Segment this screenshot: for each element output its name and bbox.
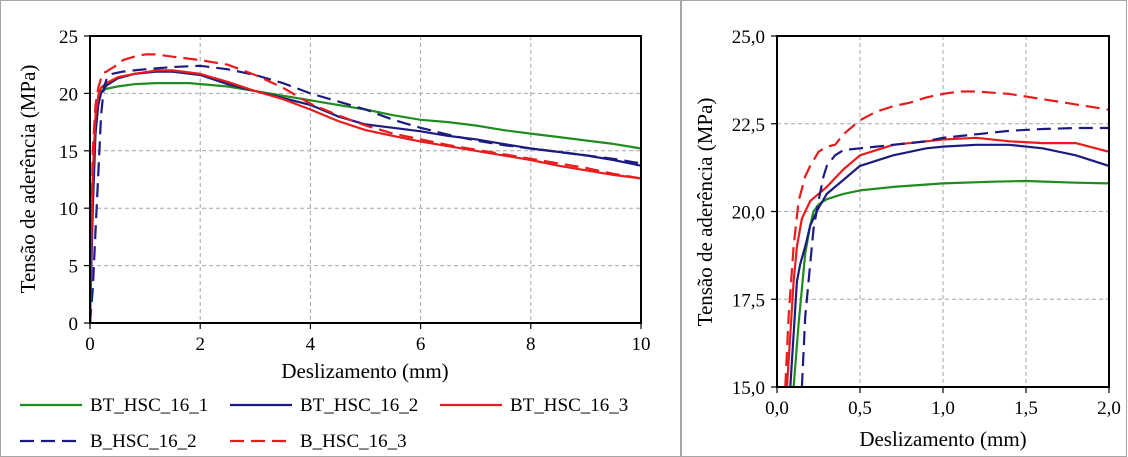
series-line-bt-hsc-16-1 bbox=[792, 179, 1109, 387]
x-tick-label: 0,5 bbox=[848, 398, 872, 419]
series-line-bt-hsc-16-1 bbox=[90, 82, 641, 323]
series-line-bt-hsc-16-3 bbox=[90, 69, 641, 323]
y-axis-label: Tensão de aderência (MPa) bbox=[693, 98, 717, 327]
x-axis-label: Deslizamento (mm) bbox=[859, 427, 1026, 451]
legend-label: B_HSC_16_3 bbox=[300, 431, 407, 452]
x-axis-label: Deslizamento (mm) bbox=[281, 359, 448, 383]
y-tick-label: 17,5 bbox=[732, 290, 765, 311]
legend-label: B_HSC_16_2 bbox=[90, 431, 197, 452]
x-tick-label: 1,5 bbox=[1014, 398, 1038, 419]
x-tick-label: 8 bbox=[526, 334, 536, 355]
legend: BT_HSC_16_1 BT_HSC_16_2 BT_HSC_16_3 B_HSC_1… bbox=[20, 395, 628, 452]
x-tick-label: 0,0 bbox=[765, 398, 789, 419]
y-tick-label: 25 bbox=[59, 27, 78, 48]
legend-label: BT_HSC_16_1 bbox=[90, 395, 208, 416]
legend-item-bt-hsc-16-3: BT_HSC_16_3 bbox=[440, 395, 628, 416]
x-tick-label: 10 bbox=[632, 334, 651, 355]
y-tick-label: 15,0 bbox=[732, 378, 765, 399]
chart-right: 0,0 0,5 1,0 1,5 2,0 15,0 17,5 20,0 22,5 25,0 Desl… bbox=[693, 27, 1121, 451]
y-tick-label: 10 bbox=[59, 199, 78, 220]
left-panel-border bbox=[0, 0, 681, 457]
y-tick-label: 0 bbox=[69, 314, 79, 335]
series-line-b-hsc-16-3 bbox=[784, 90, 1109, 387]
series-line-b-hsc-16-2 bbox=[800, 126, 1109, 387]
legend-item-bt-hsc-16-2: BT_HSC_16_2 bbox=[230, 395, 418, 416]
legend-label: BT_HSC_16_3 bbox=[510, 395, 628, 416]
series-line-bt-hsc-16-3 bbox=[785, 136, 1109, 387]
x-tick-label: 2 bbox=[195, 334, 205, 355]
y-tick-label: 15 bbox=[59, 142, 78, 163]
series-line-b-hsc-16-3 bbox=[90, 53, 641, 323]
x-tick-label: 2,0 bbox=[1097, 398, 1121, 419]
series-line-b-hsc-16-2 bbox=[90, 64, 641, 323]
y-tick-label: 5 bbox=[69, 257, 79, 278]
x-tick-label: 4 bbox=[306, 334, 316, 355]
y-tick-label: 22,5 bbox=[732, 115, 765, 136]
legend-item-b-hsc-16-3: B_HSC_16_3 bbox=[230, 431, 407, 452]
y-tick-label: 25,0 bbox=[732, 27, 765, 48]
legend-label: BT_HSC_16_2 bbox=[300, 395, 418, 416]
legend-item-bt-hsc-16-1: BT_HSC_16_1 bbox=[20, 395, 208, 416]
chart-left: 0 2 4 6 8 10 0 5 10 15 20 25 Deslizamento (mm) Tens… bbox=[16, 27, 651, 383]
y-tick-label: 20 bbox=[59, 84, 78, 105]
x-tick-label: 6 bbox=[416, 334, 426, 355]
series-line-bt-hsc-16-2 bbox=[789, 143, 1109, 387]
x-tick-label: 0 bbox=[85, 334, 95, 355]
plot-area-frame bbox=[89, 35, 642, 324]
x-tick-label: 1,0 bbox=[931, 398, 955, 419]
y-tick-label: 20,0 bbox=[732, 203, 765, 224]
y-axis-label: Tensão de aderência (MPa) bbox=[16, 65, 40, 294]
legend-item-b-hsc-16-2: B_HSC_16_2 bbox=[20, 431, 197, 452]
